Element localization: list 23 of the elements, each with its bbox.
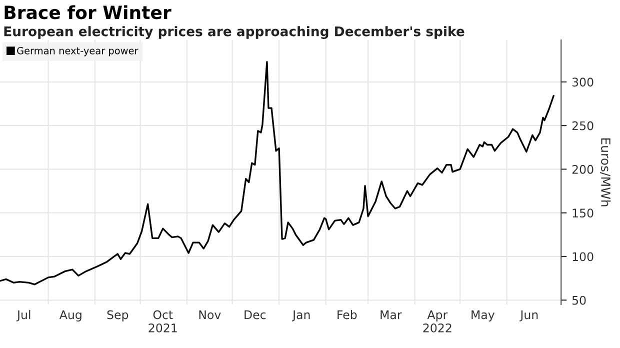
legend-label: German next-year power [17,46,138,56]
x-tick-label: Oct 2021 [148,310,177,332]
y-tick-label: 100 [572,252,594,262]
x-tick-label: Feb [338,310,357,320]
x-tick-label: May [472,310,495,322]
y-axis-title: Euros/MWh [600,138,611,206]
x-tick-label: Nov [199,310,221,320]
chart-title: Brace for Winter [4,5,172,20]
y-tick-label: 50 [572,296,586,305]
y-tick-label: 250 [572,121,594,130]
x-tick-label: Jun [520,310,538,322]
x-tick-label: Jul [16,310,30,322]
line-series [0,61,554,286]
y-tick-label: 300 [572,78,594,87]
x-tick-label: Sep [107,310,128,322]
x-tick-label: Dec [244,310,266,320]
y-tick-label: 200 [572,164,594,174]
x-tick-label: Jan [292,310,310,322]
x-tick-label: Aug [59,310,82,322]
x-tick-label: Mar [380,310,402,320]
chart-subtitle: European electricity prices are approaching December's spike [4,26,464,39]
y-tick-label: 150 [572,208,594,218]
x-tick-label: Apr 2022 [423,310,452,332]
